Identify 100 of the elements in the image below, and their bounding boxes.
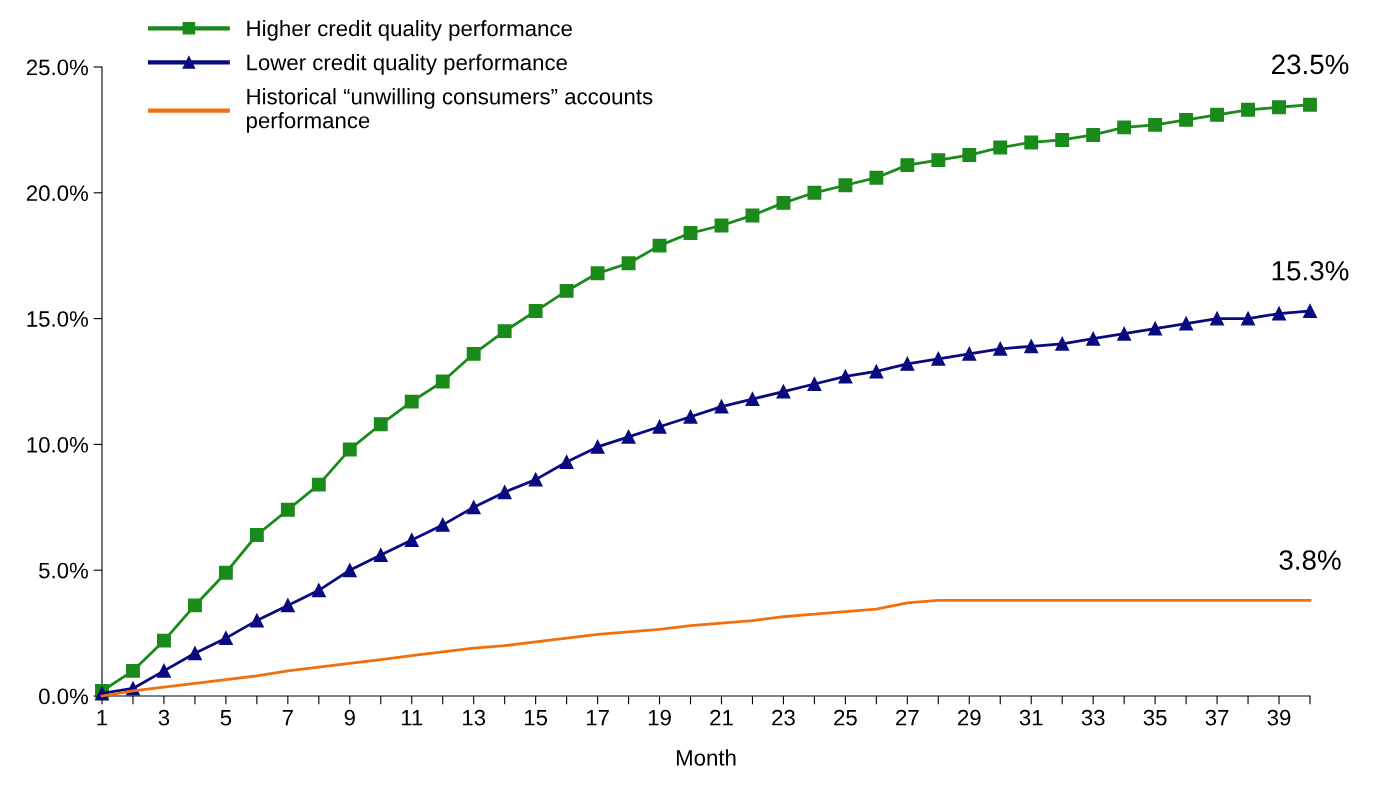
x-axis-title: Month bbox=[676, 749, 736, 766]
point bbox=[126, 663, 140, 678]
point bbox=[714, 399, 729, 414]
point bbox=[900, 158, 915, 173]
point bbox=[187, 646, 202, 661]
point bbox=[776, 384, 791, 399]
x-tick-label: 27 bbox=[896, 709, 919, 726]
point bbox=[1055, 336, 1070, 351]
x-tick-label: 39 bbox=[1267, 709, 1291, 726]
point bbox=[1055, 133, 1070, 147]
point bbox=[993, 341, 1008, 356]
x-tick-label: 35 bbox=[1143, 709, 1167, 726]
point bbox=[683, 226, 698, 241]
x-tick-label: 13 bbox=[463, 709, 486, 726]
point bbox=[311, 583, 326, 598]
point bbox=[435, 374, 450, 389]
point bbox=[373, 417, 388, 432]
point bbox=[404, 533, 419, 547]
point bbox=[559, 455, 574, 469]
x-tick-label: 21 bbox=[710, 709, 733, 726]
y-tick-label: 0.0% bbox=[39, 688, 89, 705]
x-tick-label: 15 bbox=[524, 710, 548, 726]
point bbox=[1179, 112, 1194, 127]
point bbox=[1241, 102, 1255, 117]
point bbox=[993, 140, 1008, 155]
point bbox=[683, 409, 698, 424]
point bbox=[342, 563, 357, 578]
point bbox=[931, 351, 946, 366]
point bbox=[869, 170, 884, 185]
x-tick-label: 3 bbox=[158, 709, 170, 726]
y-tick-label: 10.0% bbox=[27, 436, 89, 453]
point bbox=[1086, 127, 1101, 142]
point bbox=[466, 500, 481, 515]
point bbox=[497, 324, 512, 339]
point bbox=[342, 442, 357, 457]
point bbox=[621, 429, 636, 444]
x-tick-label: 29 bbox=[958, 709, 981, 726]
point bbox=[962, 148, 977, 163]
point bbox=[745, 208, 760, 223]
y-tick-label: 15.0% bbox=[27, 311, 89, 327]
point bbox=[1210, 107, 1225, 122]
point bbox=[807, 185, 822, 200]
x-tick-label: 23 bbox=[772, 709, 795, 726]
point bbox=[187, 598, 202, 613]
point bbox=[1303, 97, 1317, 112]
point bbox=[528, 472, 543, 487]
data-label: 3.8% bbox=[1279, 550, 1341, 570]
point bbox=[900, 356, 915, 371]
point bbox=[280, 502, 295, 517]
point bbox=[838, 369, 853, 384]
point bbox=[1117, 120, 1132, 135]
x-tick-label: 7 bbox=[282, 710, 293, 726]
point bbox=[931, 153, 946, 168]
y-tick-label: 20.0% bbox=[26, 185, 89, 202]
legend-label: Lower credit quality performance bbox=[247, 54, 567, 75]
point bbox=[745, 392, 760, 407]
point bbox=[1024, 135, 1039, 150]
point bbox=[249, 528, 264, 542]
x-tick-label: 5 bbox=[220, 710, 232, 726]
legend-label: Historical “unwilling consumers” accounts performance bbox=[246, 88, 653, 133]
point bbox=[497, 485, 512, 500]
point bbox=[249, 613, 264, 628]
point bbox=[1272, 100, 1286, 115]
point bbox=[1086, 331, 1101, 346]
point bbox=[962, 346, 977, 361]
point bbox=[559, 283, 574, 298]
point bbox=[404, 394, 419, 409]
y-tick-label: 5.0% bbox=[39, 562, 89, 579]
point bbox=[590, 266, 605, 281]
point bbox=[1241, 311, 1255, 326]
x-tick-label: 9 bbox=[344, 709, 355, 726]
point bbox=[1148, 117, 1163, 132]
point bbox=[869, 364, 884, 379]
x-tick-label: 37 bbox=[1205, 709, 1229, 726]
point bbox=[1179, 316, 1194, 331]
point bbox=[1210, 311, 1225, 326]
point bbox=[466, 346, 481, 361]
point bbox=[528, 304, 543, 318]
x-tick-label: 19 bbox=[648, 709, 671, 726]
point bbox=[621, 256, 636, 271]
point bbox=[1272, 306, 1286, 321]
data-label: 15.3% bbox=[1272, 260, 1349, 281]
x-tick-label: 11 bbox=[401, 710, 423, 726]
x-tick-label: 25 bbox=[834, 709, 857, 726]
point bbox=[590, 439, 605, 454]
point bbox=[218, 565, 233, 580]
point bbox=[652, 238, 667, 253]
point bbox=[157, 633, 171, 648]
point bbox=[1024, 339, 1039, 354]
y-tick-label: 25.0% bbox=[26, 59, 89, 76]
x-tick-label: 31 bbox=[1019, 709, 1043, 726]
point bbox=[652, 419, 667, 434]
point bbox=[218, 631, 233, 646]
x-tick-label: 33 bbox=[1081, 709, 1105, 726]
point bbox=[1303, 304, 1317, 318]
point bbox=[807, 377, 822, 391]
x-tick-label: 1 bbox=[97, 710, 108, 726]
point bbox=[776, 195, 791, 210]
point bbox=[435, 517, 450, 532]
data-label: 23.5% bbox=[1272, 54, 1349, 75]
